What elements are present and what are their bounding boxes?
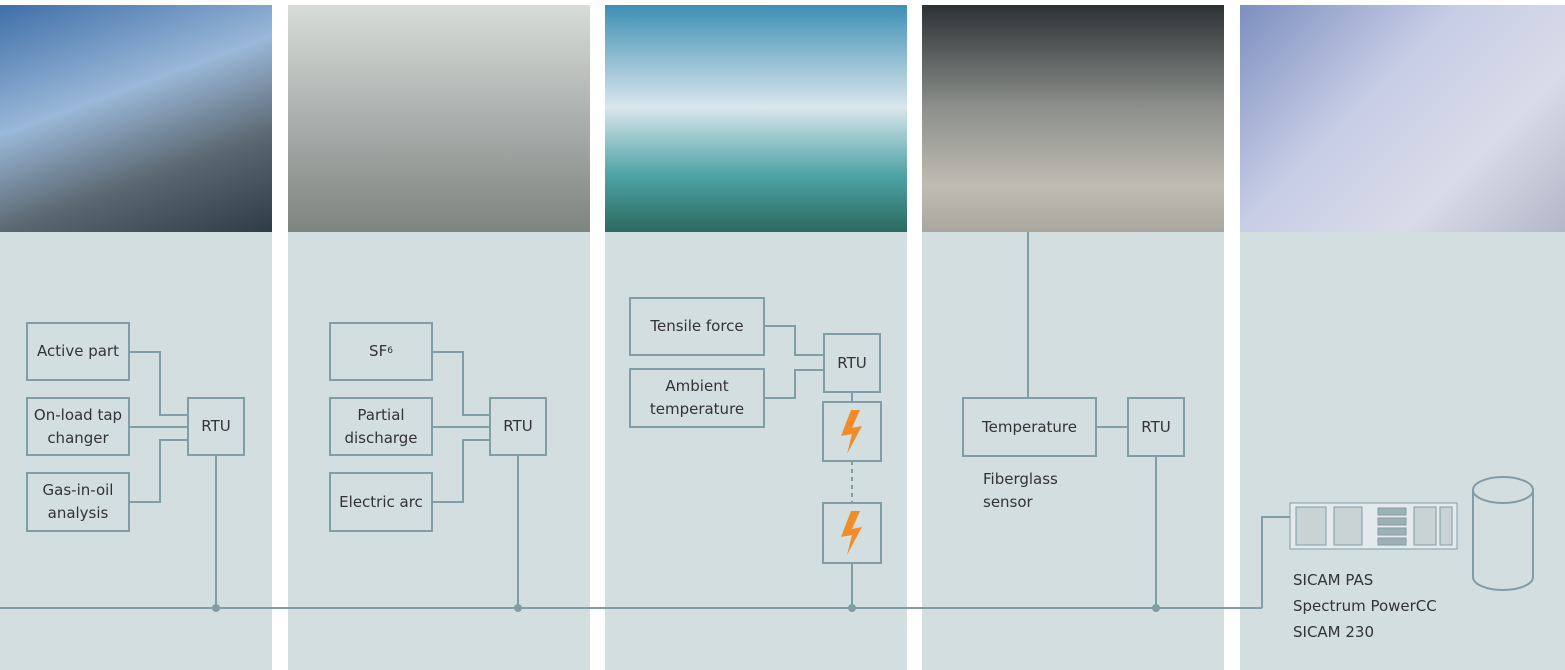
sensor-box: On-load tap changer bbox=[26, 397, 130, 456]
system-label: Spectrum PowerCC bbox=[1293, 593, 1437, 619]
sensor-label: SF bbox=[369, 340, 387, 363]
connector bbox=[433, 352, 489, 415]
rtu-box: RTU bbox=[489, 397, 547, 456]
rtu-box: RTU bbox=[823, 333, 881, 393]
sensor-box: Temperature bbox=[962, 397, 1097, 457]
rtu-label: RTU bbox=[503, 415, 532, 438]
rtu-label: RTU bbox=[1141, 416, 1170, 439]
sensor-label-subscript: 6 bbox=[387, 340, 393, 363]
sensor-label: Tensile force bbox=[650, 315, 743, 338]
database-top bbox=[1473, 477, 1533, 503]
sensor-label: Active part bbox=[37, 340, 119, 363]
sensor-label: Gas-in-oil analysis bbox=[32, 479, 124, 525]
sensor-note: Fiberglass sensor bbox=[983, 468, 1073, 514]
device-slot bbox=[1378, 508, 1406, 515]
sensor-label: Ambient temperature bbox=[635, 375, 759, 421]
rtu-box: RTU bbox=[1127, 397, 1185, 457]
rtu-box: RTU bbox=[187, 397, 245, 456]
junction bbox=[848, 604, 856, 612]
control-device bbox=[1290, 503, 1457, 549]
sensor-label: Electric arc bbox=[339, 491, 423, 514]
connector bbox=[765, 370, 823, 398]
device-module bbox=[1296, 507, 1326, 545]
sensor-box: Active part bbox=[26, 322, 130, 381]
lightning-icon bbox=[841, 410, 862, 454]
connector bbox=[130, 440, 187, 502]
rtu-label: RTU bbox=[201, 415, 230, 438]
sensor-box: Tensile force bbox=[629, 297, 765, 356]
lightning-icon bbox=[841, 511, 862, 555]
sensor-label: Partial discharge bbox=[335, 404, 427, 450]
device-module bbox=[1440, 507, 1452, 545]
system-label: SICAM PAS bbox=[1293, 567, 1373, 593]
device-module bbox=[1414, 507, 1436, 545]
sensor-box: Partial discharge bbox=[329, 397, 433, 456]
system-label: SICAM 230 bbox=[1293, 619, 1374, 645]
connector bbox=[1262, 517, 1290, 608]
connector bbox=[765, 326, 823, 355]
connector bbox=[433, 440, 489, 502]
sensor-box: Gas-in-oil analysis bbox=[26, 472, 130, 532]
sensor-box: Ambient temperature bbox=[629, 368, 765, 428]
junction bbox=[212, 604, 220, 612]
junction bbox=[1152, 604, 1160, 612]
device-module bbox=[1334, 507, 1362, 545]
connector bbox=[130, 352, 187, 415]
device-slot bbox=[1378, 528, 1406, 535]
sensor-label: On-load tap changer bbox=[32, 404, 124, 450]
rtu-label: RTU bbox=[837, 352, 866, 375]
junction bbox=[514, 604, 522, 612]
device-slot bbox=[1378, 518, 1406, 525]
database-body bbox=[1473, 490, 1533, 590]
device-slot bbox=[1378, 538, 1406, 545]
diagram: Active part On-load tap changer Gas-in-o… bbox=[0, 0, 1565, 670]
sensor-box: Electric arc bbox=[329, 472, 433, 532]
sensor-label: Temperature bbox=[982, 416, 1077, 439]
